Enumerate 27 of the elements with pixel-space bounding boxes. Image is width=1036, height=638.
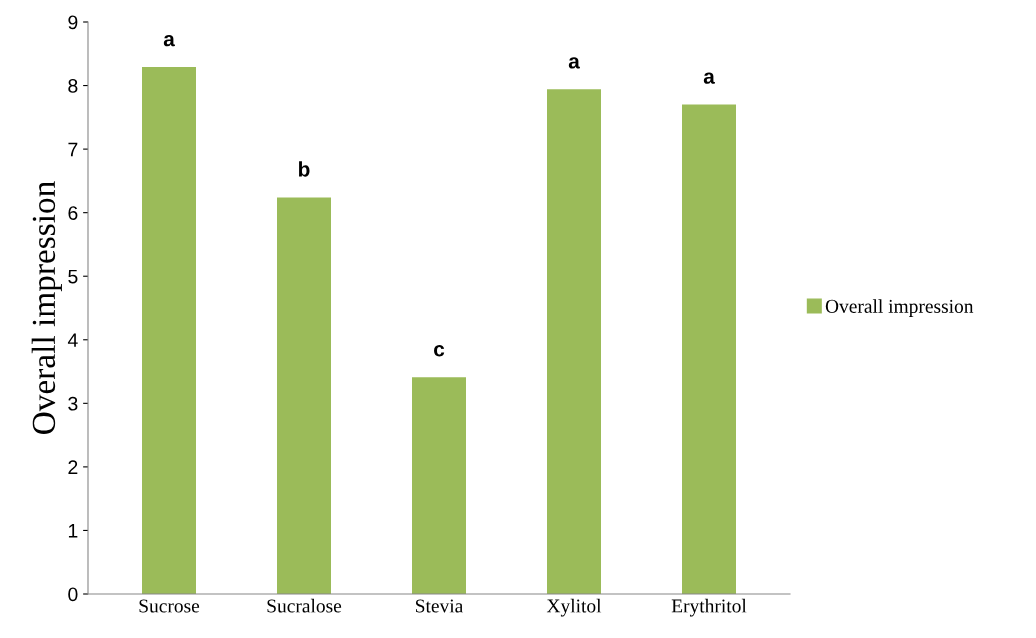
annotation: b (299, 161, 310, 177)
annotation: a (703, 72, 715, 84)
y-tick-label: 1 (68, 524, 78, 538)
y-axis-title: Overall impression (31, 181, 62, 434)
bar (412, 377, 466, 594)
y-tick-label: 4 (67, 333, 78, 347)
legend-label: Overall impression (825, 299, 974, 317)
x-tick-label: Erythritol (671, 598, 747, 617)
y-tick-label: 2 (68, 460, 78, 474)
annotation: a (568, 57, 580, 69)
annotation: a (163, 34, 175, 47)
bar (142, 67, 196, 594)
bar (547, 89, 601, 594)
y-tick-label: 3 (68, 396, 78, 411)
y-tick-label: 9 (68, 15, 78, 30)
y-tick-label: 6 (68, 206, 78, 220)
y-tick-label: 8 (68, 79, 78, 93)
annotation: c (434, 345, 445, 357)
bar (682, 104, 736, 594)
y-tick-label: 0 (68, 587, 78, 602)
x-tick-label: Stevia (416, 599, 464, 613)
y-tick-label: 5 (68, 269, 78, 284)
y-tick-label: 7 (68, 142, 78, 157)
x-tick-label: Xylitol (546, 598, 602, 617)
bar (277, 197, 331, 594)
x-tick-label: Sucrose (139, 599, 200, 613)
x-tick-label: Sucralose (267, 598, 342, 613)
